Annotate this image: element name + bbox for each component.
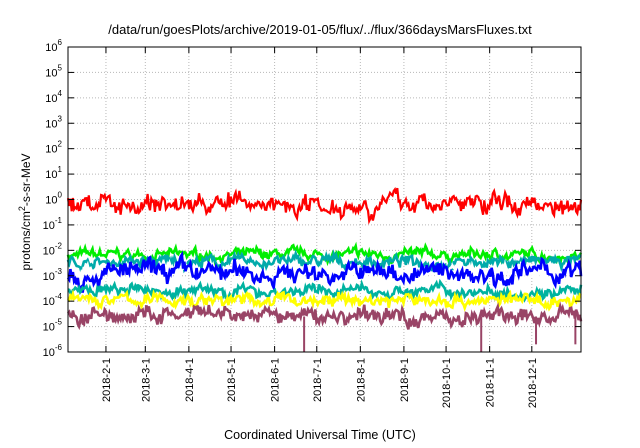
y-tick-label: 103 <box>45 114 62 130</box>
x-tick-label: 2018-3-1 <box>140 358 152 402</box>
plot-frame <box>67 46 582 353</box>
y-tick-label: 101 <box>45 165 62 181</box>
y-tick-label: 10-6 <box>43 343 63 359</box>
y-tick-label: 104 <box>45 89 62 105</box>
series-line <box>67 288 582 313</box>
series-line <box>67 278 583 305</box>
axes <box>67 46 582 353</box>
x-tick-label: 2018-4-1 <box>184 358 196 402</box>
y-tick-label: 10-2 <box>43 241 63 257</box>
x-tick-label: 2018-2-1 <box>101 358 113 402</box>
series-line <box>66 250 583 293</box>
y-tick-label: 105 <box>45 63 62 79</box>
x-tick-label: 2018-10-1 <box>441 358 453 408</box>
x-axis-title: Coordinated Universal Time (UTC) <box>224 428 416 442</box>
x-tick-label: 2018-11-1 <box>485 358 497 407</box>
y-axis-title: protons/cm2-s-sr-MeV <box>17 153 33 270</box>
y-tick-label: 10-3 <box>43 267 63 283</box>
x-tick-label: 2018-5-1 <box>226 358 238 402</box>
x-tick-label: 2018-7-1 <box>312 358 324 402</box>
y-tick-label: 10-5 <box>43 318 63 334</box>
y-tick-label: 102 <box>45 140 62 156</box>
series-line <box>66 301 583 331</box>
x-tick-labels: 2018-2-1 2018-3-1 2018-4-1 2018-5-1 2018-6-1… <box>101 358 539 408</box>
y-tick-label: 10-4 <box>43 292 63 308</box>
y-tick-labels: 10-6 10-5 10-4 10-3 10-2 10-1 100 101 102 103 104 1… <box>43 38 63 359</box>
y-tick-label: 106 <box>45 38 62 54</box>
x-tick-label: 2018-6-1 <box>270 358 282 402</box>
series-line <box>66 186 583 225</box>
series-layer <box>66 186 583 352</box>
y-tick-label: 100 <box>45 191 62 207</box>
x-tick-label: 2018-9-1 <box>399 358 411 402</box>
x-tick-label: 2018-12-1 <box>527 358 539 408</box>
chart-title: /data/run/goesPlots/archive/2019-01-05/f… <box>108 22 532 37</box>
x-tick-label: 2018-8-1 <box>355 358 367 402</box>
y-tick-label: 10-1 <box>43 216 63 232</box>
